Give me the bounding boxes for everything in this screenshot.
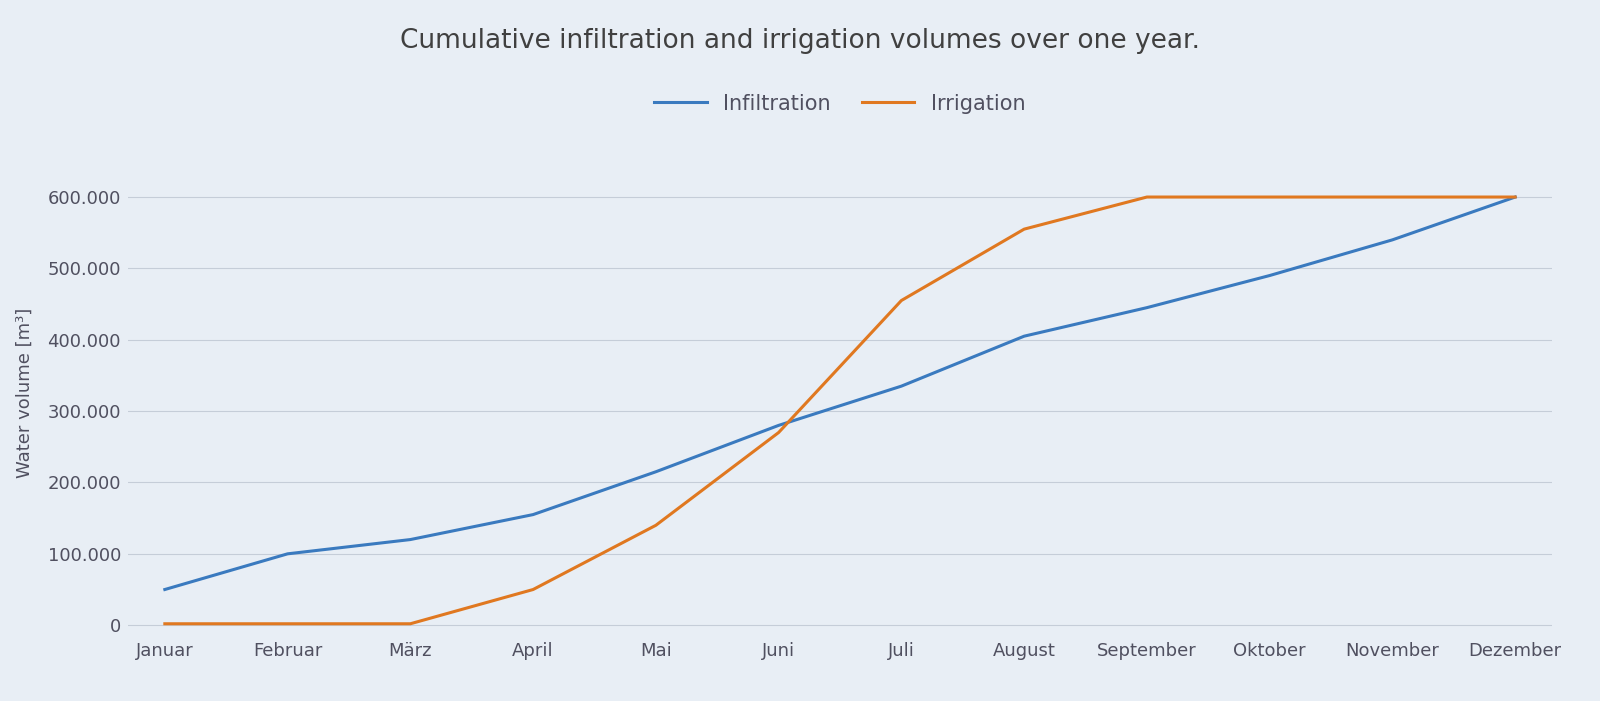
Irrigation	[278, 620, 298, 628]
Irrigation	[523, 585, 542, 594]
Infiltration	[523, 510, 542, 519]
Infiltration	[891, 382, 910, 390]
Infiltration	[400, 536, 419, 544]
Irrigation	[646, 521, 666, 529]
Infiltration	[1138, 304, 1157, 312]
Irrigation	[1506, 193, 1525, 201]
Irrigation	[1261, 193, 1280, 201]
Y-axis label: Water volume [m³]: Water volume [m³]	[16, 308, 34, 477]
Legend: Infiltration, Irrigation: Infiltration, Irrigation	[645, 83, 1035, 125]
Text: Cumulative infiltration and irrigation volumes over one year.: Cumulative infiltration and irrigation v…	[400, 28, 1200, 54]
Line: Irrigation: Irrigation	[165, 197, 1515, 624]
Infiltration	[1382, 236, 1402, 244]
Infiltration	[646, 468, 666, 476]
Infiltration	[1014, 332, 1034, 341]
Infiltration	[1506, 193, 1525, 201]
Irrigation	[400, 620, 419, 628]
Irrigation	[1382, 193, 1402, 201]
Irrigation	[770, 428, 789, 437]
Infiltration	[278, 550, 298, 558]
Irrigation	[1138, 193, 1157, 201]
Infiltration	[1261, 271, 1280, 280]
Line: Infiltration: Infiltration	[165, 197, 1515, 590]
Infiltration	[770, 421, 789, 430]
Irrigation	[155, 620, 174, 628]
Irrigation	[891, 297, 910, 305]
Infiltration	[155, 585, 174, 594]
Irrigation	[1014, 225, 1034, 233]
